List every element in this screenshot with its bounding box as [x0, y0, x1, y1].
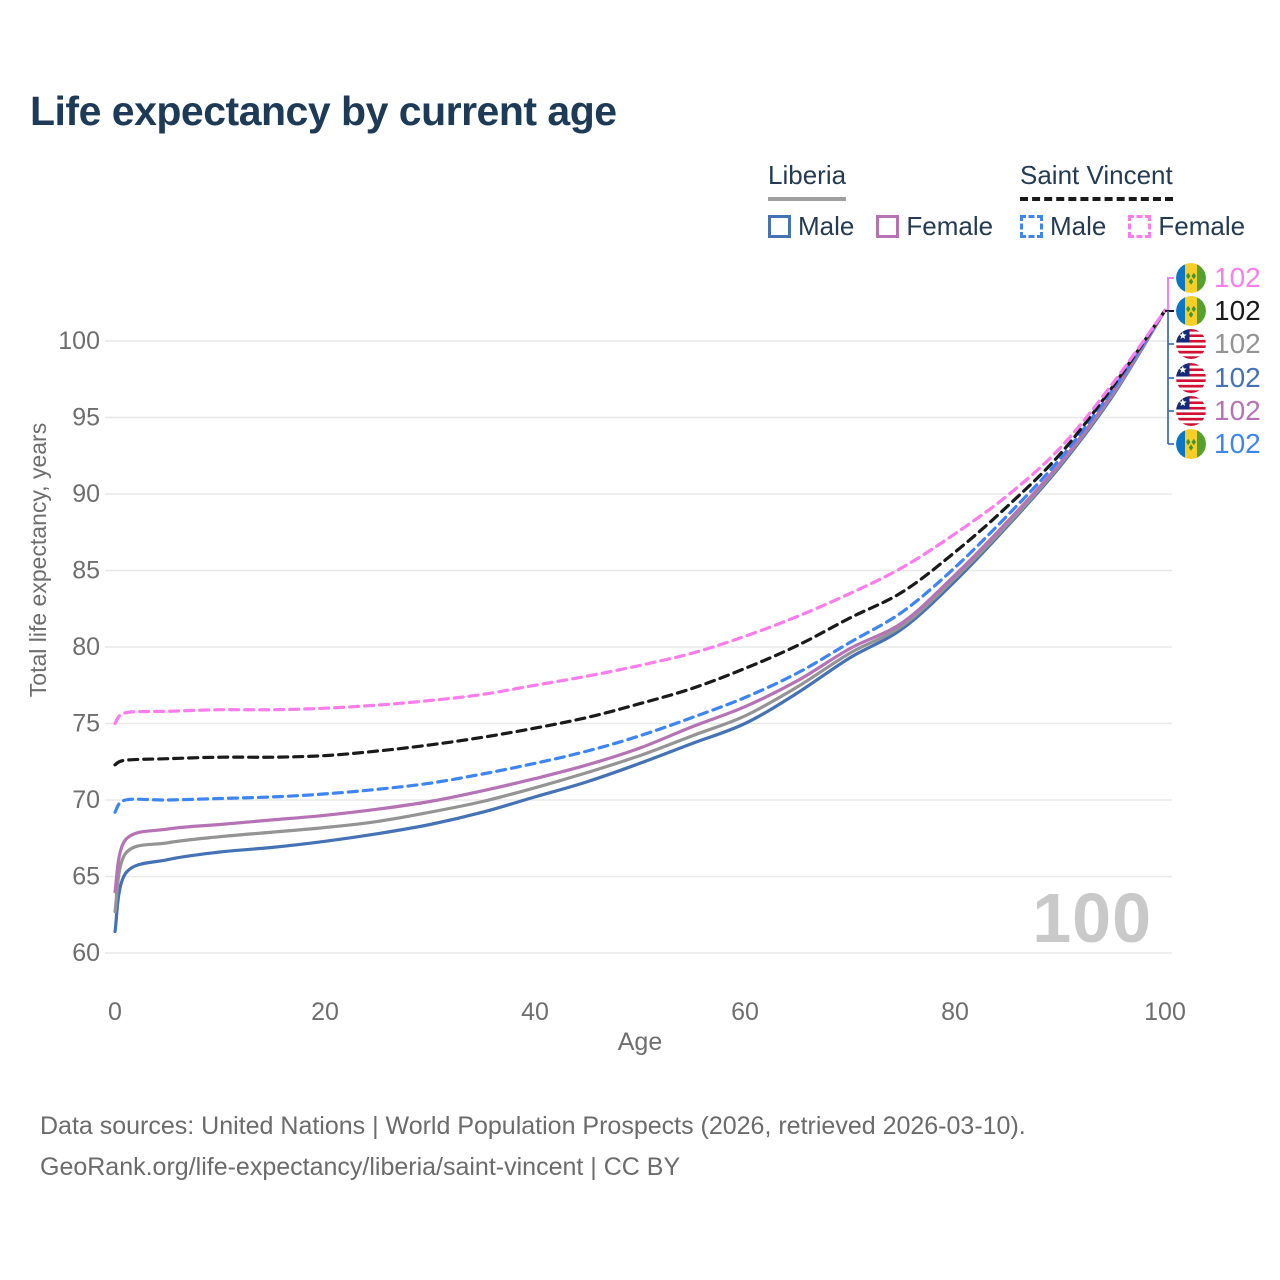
- end-label-row: 102: [1176, 395, 1261, 427]
- end-label-row: 102: [1176, 295, 1261, 327]
- legend-header-liberia[interactable]: Liberia: [768, 160, 847, 201]
- legend-item-liberia-male[interactable]: Male: [768, 211, 854, 242]
- series-line-saint-vincent-both-sexes: [113, 308, 1167, 767]
- legend-item-saint-vincent-male[interactable]: Male: [1020, 211, 1106, 242]
- saint-vincent-male-swatch-icon: [1020, 215, 1043, 238]
- connector-bracket: [1167, 311, 1174, 445]
- legend-group-saint-vincent: Saint Vincent Male Female: [1020, 160, 1245, 242]
- saint-vincent-flag-icon: [1176, 429, 1206, 459]
- y-axis-title: Total life expectancy, years: [25, 423, 51, 697]
- georank-link[interactable]: GeoRank.org/life-expectancy/liberia/sain…: [40, 1153, 681, 1181]
- legend-item-liberia-female[interactable]: Female: [876, 211, 993, 242]
- x-tick-label: 100: [1144, 998, 1186, 1026]
- legend-item-label: Female: [906, 211, 994, 241]
- y-tick-label: 100: [58, 327, 100, 355]
- x-axis-title: Age: [618, 1028, 662, 1056]
- footer: Data sources: United Nations | World Pop…: [40, 1106, 1026, 1188]
- saint-vincent-flag-icon: [1176, 296, 1206, 326]
- end-label-row: 102: [1176, 328, 1261, 360]
- legend-item-label: Female: [1158, 211, 1246, 241]
- end-label-value: 102: [1214, 328, 1261, 359]
- liberia-male-swatch-icon: [768, 215, 791, 238]
- y-tick-label: 85: [72, 557, 100, 585]
- end-label-value: 102: [1214, 262, 1261, 293]
- saint-vincent-female-swatch-icon: [1128, 215, 1152, 238]
- end-label-value: 102: [1214, 395, 1261, 426]
- x-tick-label: 60: [731, 998, 759, 1026]
- y-tick-label: 65: [72, 863, 100, 891]
- y-tick-label: 60: [72, 939, 100, 967]
- legend-item-label: Male: [1050, 211, 1107, 241]
- legend-item-saint-vincent-female[interactable]: Female: [1128, 211, 1245, 242]
- liberia-female-swatch-icon: [876, 215, 900, 238]
- series-line-liberia-both-sexes: [113, 308, 1167, 914]
- end-label-row: 102: [1176, 262, 1261, 294]
- page-title: Life expectancy by current age: [30, 88, 617, 134]
- end-label-row: 102: [1176, 362, 1261, 394]
- y-tick-label: 80: [72, 633, 100, 661]
- end-label-value: 102: [1214, 428, 1261, 459]
- end-label-value: 102: [1214, 295, 1261, 326]
- saint-vincent-flag-icon: [1176, 263, 1206, 293]
- liberia-flag-icon: [1176, 329, 1206, 359]
- data-sources-text: Data sources: United Nations | World Pop…: [40, 1112, 1026, 1140]
- legend-header-saint-vincent[interactable]: Saint Vincent: [1020, 160, 1173, 201]
- series-line-liberia-male: [113, 308, 1167, 934]
- liberia-flag-icon: [1176, 396, 1206, 426]
- y-tick-label: 90: [72, 480, 100, 508]
- legend-item-label: Male: [798, 211, 855, 241]
- x-tick-label: 20: [311, 998, 339, 1026]
- end-label-row: 102: [1176, 428, 1261, 460]
- y-tick-label: 95: [72, 404, 100, 432]
- liberia-flag-icon: [1176, 363, 1206, 393]
- legend-items-saint-vincent: Male Female: [1020, 211, 1245, 242]
- y-tick-label: 75: [72, 710, 100, 738]
- end-label-value: 102: [1214, 362, 1261, 393]
- series-line-liberia-female: [113, 308, 1167, 894]
- series-line-saint-vincent-female: [113, 308, 1167, 726]
- series-line-saint-vincent-male: [113, 308, 1167, 814]
- legend-items-liberia: Male Female: [768, 211, 993, 242]
- x-tick-label: 40: [521, 998, 549, 1026]
- x-tick-label: 0: [108, 998, 122, 1026]
- x-tick-label: 80: [941, 998, 969, 1026]
- legend-group-liberia: Liberia Male Female: [768, 160, 993, 242]
- connector-saint-vincent-female: [1165, 277, 1174, 312]
- y-tick-label: 70: [72, 786, 100, 814]
- age-watermark: 100: [1032, 879, 1152, 957]
